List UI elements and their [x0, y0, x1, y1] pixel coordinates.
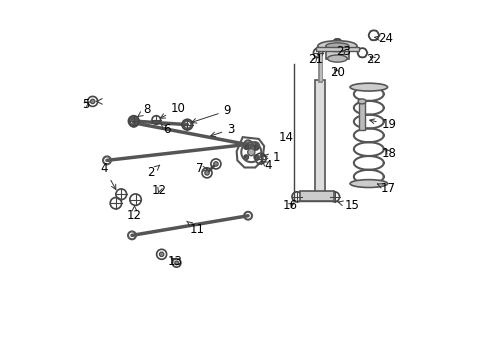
Text: 19: 19	[369, 118, 396, 131]
Ellipse shape	[327, 55, 346, 62]
Circle shape	[159, 252, 163, 257]
Text: 24: 24	[374, 32, 392, 45]
Circle shape	[90, 99, 95, 104]
Text: 13: 13	[167, 255, 182, 268]
Bar	[299, 191, 333, 202]
Text: 14: 14	[279, 131, 294, 144]
Text: 7: 7	[196, 162, 207, 175]
Text: 3: 3	[210, 123, 234, 137]
Text: 10: 10	[160, 102, 185, 118]
Circle shape	[174, 261, 178, 265]
Bar	[315, 47, 358, 51]
Bar	[315, 80, 325, 194]
Text: 18: 18	[381, 147, 396, 160]
Bar	[325, 45, 348, 59]
Ellipse shape	[349, 180, 387, 188]
Circle shape	[204, 171, 209, 175]
Text: 1: 1	[263, 151, 280, 165]
Text: 6: 6	[161, 123, 171, 136]
Ellipse shape	[317, 41, 356, 51]
Ellipse shape	[349, 83, 387, 91]
Circle shape	[245, 156, 247, 158]
Text: 9: 9	[191, 104, 231, 123]
Text: 17: 17	[377, 182, 395, 195]
Ellipse shape	[357, 99, 365, 104]
Text: 15: 15	[338, 199, 359, 212]
Text: 11: 11	[186, 221, 204, 236]
Text: 23: 23	[336, 45, 350, 58]
Text: 21: 21	[307, 53, 322, 66]
Circle shape	[255, 156, 257, 158]
Circle shape	[245, 146, 247, 148]
Text: 2: 2	[147, 165, 160, 179]
Circle shape	[213, 162, 218, 166]
Text: 22: 22	[366, 53, 381, 66]
Text: 20: 20	[329, 66, 344, 79]
Bar	[358, 102, 365, 130]
Text: 16: 16	[282, 199, 297, 212]
Circle shape	[247, 149, 254, 156]
Text: 4: 4	[101, 162, 116, 189]
Text: 8: 8	[138, 103, 151, 117]
Circle shape	[255, 146, 257, 148]
Text: 4: 4	[261, 159, 272, 172]
Text: 5: 5	[81, 98, 89, 111]
Text: 12: 12	[127, 206, 142, 221]
Text: 12: 12	[151, 184, 166, 197]
Ellipse shape	[325, 43, 348, 49]
